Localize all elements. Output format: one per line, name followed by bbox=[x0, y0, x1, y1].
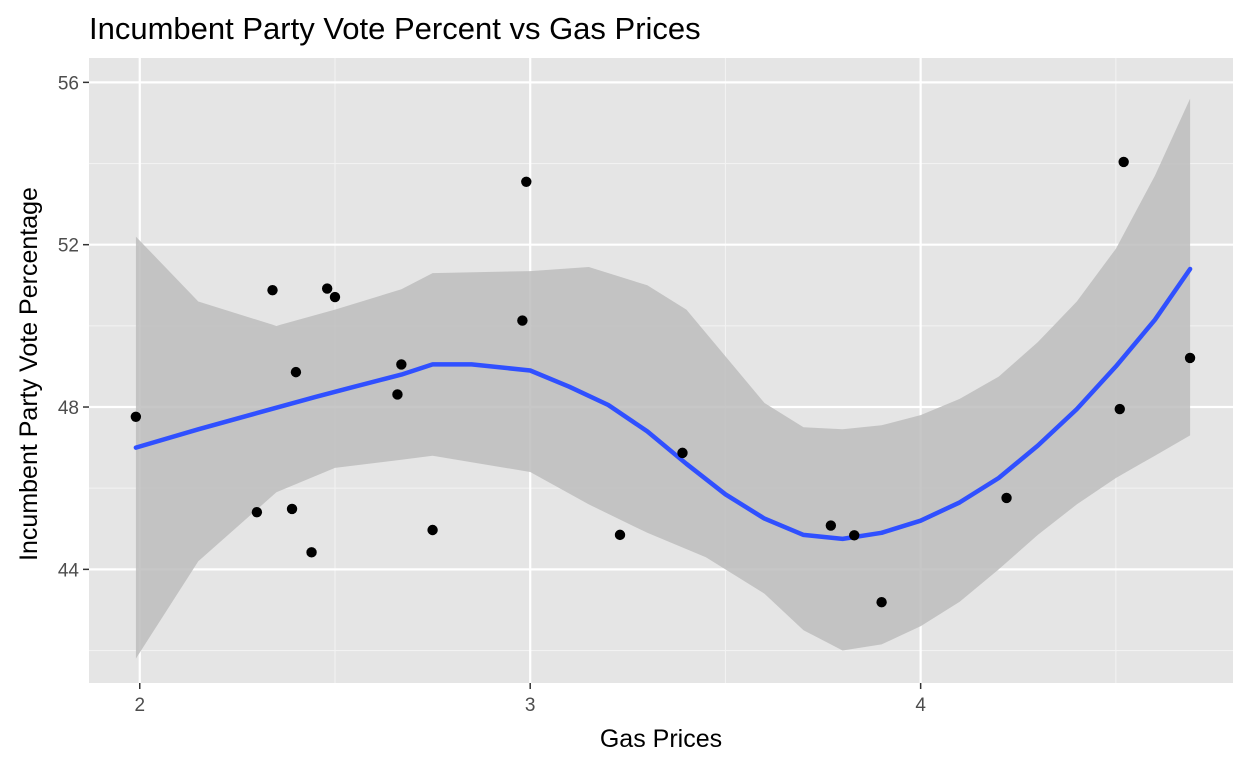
y-tick-label: 52 bbox=[58, 236, 79, 257]
smooth-fit-line bbox=[133, 266, 1193, 542]
y-axis-title: Incumbent Party Vote Percentage bbox=[15, 187, 43, 561]
data-point bbox=[1184, 352, 1196, 364]
data-point bbox=[329, 291, 341, 303]
data-point bbox=[825, 520, 837, 531]
x-tick-label: 3 bbox=[525, 695, 536, 716]
data-point bbox=[306, 547, 317, 558]
data-points bbox=[130, 156, 1196, 608]
data-point bbox=[267, 284, 278, 296]
data-point bbox=[1001, 492, 1012, 504]
data-point bbox=[517, 315, 528, 326]
data-point bbox=[427, 524, 438, 536]
data-point bbox=[321, 283, 333, 294]
x-axis: 2 3 4 bbox=[134, 683, 926, 716]
y-tick-label: 44 bbox=[58, 560, 80, 581]
y-axis: 44 48 52 56 bbox=[58, 73, 89, 581]
chart-title: Incumbent Party Vote Percent vs Gas Pric… bbox=[89, 11, 701, 46]
data-point bbox=[396, 359, 407, 370]
y-tick-label: 48 bbox=[58, 398, 79, 419]
data-point bbox=[392, 389, 403, 400]
data-point bbox=[521, 176, 532, 187]
data-point bbox=[1118, 156, 1129, 168]
data-point bbox=[614, 529, 626, 541]
data-point bbox=[286, 503, 298, 515]
data-point bbox=[849, 530, 860, 541]
data-point bbox=[251, 506, 263, 518]
data-point bbox=[677, 447, 688, 459]
x-tick-label: 4 bbox=[915, 695, 926, 716]
x-axis-title: Gas Prices bbox=[600, 725, 722, 753]
data-point bbox=[1114, 403, 1125, 415]
x-tick-label: 2 bbox=[134, 695, 145, 716]
data-point bbox=[130, 411, 142, 422]
data-point bbox=[876, 597, 887, 608]
y-tick-label: 56 bbox=[58, 73, 79, 94]
data-point bbox=[290, 366, 302, 378]
